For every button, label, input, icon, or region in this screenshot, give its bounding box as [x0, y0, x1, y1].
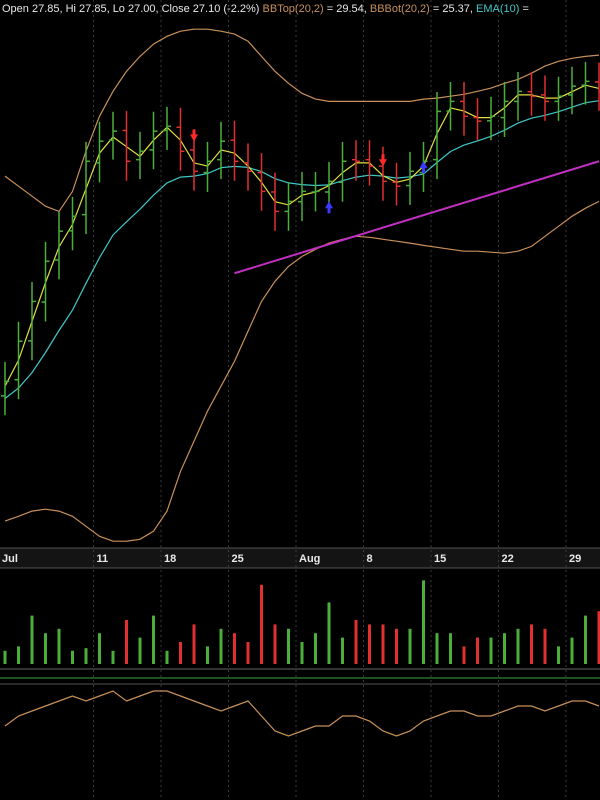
volume-bar: [314, 633, 317, 664]
signal-arrow: [190, 129, 198, 142]
legend-entry: BBTop(20,2): [263, 3, 324, 15]
volume-bar: [44, 633, 47, 664]
volume-bar: [530, 624, 533, 664]
indicator-line: [4, 200, 600, 542]
volume-bar: [300, 642, 304, 664]
volume-bar: [503, 633, 506, 664]
legend-entry: = 25.37,: [433, 3, 473, 15]
x-tick-label: 22: [502, 553, 514, 565]
volume-bar: [17, 646, 20, 664]
volume-bar: [462, 646, 466, 664]
legend-entry: Open 27.85, Hi 27.85, Lo 27.00, Close 27…: [2, 3, 259, 15]
marks: [1, 28, 600, 737]
indicator-line: [4, 28, 600, 213]
volume-bar: [273, 624, 277, 664]
volume-bar: [584, 615, 587, 664]
volume-bar: [179, 642, 182, 664]
volume-bar: [489, 637, 493, 664]
volume-bar: [260, 584, 263, 664]
volume-bar: [449, 633, 452, 664]
volume-bar: [354, 620, 358, 664]
volume-bar: [71, 650, 74, 664]
signal-arrow: [379, 154, 387, 167]
volume-bar: [422, 580, 425, 664]
volume-bar: [395, 628, 398, 664]
volume-bar: [435, 633, 439, 664]
x-tick-label: 11: [97, 553, 109, 565]
volume-bar: [138, 637, 142, 664]
volume-bar: [597, 611, 600, 664]
volume-bar: [543, 628, 547, 664]
legend-entry: = 29.54,: [327, 3, 367, 15]
volume-bar: [219, 628, 223, 664]
header: Open 27.85, Hi 27.85, Lo 27.00, Close 27…: [2, 3, 529, 15]
volume-bar: [381, 624, 385, 664]
trendline: [234, 160, 600, 275]
volume-bar: [192, 624, 196, 664]
oscillator-line: [4, 690, 600, 737]
volume-bar: [98, 633, 101, 664]
legend-entry: EMA(10): [476, 3, 519, 15]
volume-bar: [246, 642, 250, 664]
volume-bar: [408, 628, 412, 664]
volume-bar: [287, 628, 290, 664]
legend-entry: BBBot(20,2): [370, 3, 430, 15]
volume-bar: [570, 637, 574, 664]
volume-bar: [111, 650, 115, 664]
x-tick-label: 29: [569, 553, 581, 565]
signal-arrow: [325, 201, 333, 214]
volume-bar: [368, 624, 371, 664]
x-tick-label: Jul: [2, 553, 18, 565]
legend-entry: =: [522, 3, 528, 15]
x-tick-label: 15: [434, 553, 446, 565]
volume-bar: [57, 628, 61, 664]
volume-bar: [206, 646, 209, 664]
volume-bar: [165, 650, 169, 664]
volume-bar: [84, 648, 88, 664]
volume-bar: [327, 602, 331, 664]
volume-bar: [516, 628, 520, 664]
x-tick-label: 25: [232, 553, 244, 565]
volume-bar: [3, 650, 7, 664]
x-tick-label: Aug: [299, 553, 320, 565]
volume-bar: [476, 637, 479, 664]
signal-arrow: [419, 161, 428, 174]
volume-bar: [125, 620, 128, 664]
volume-bar: [30, 615, 34, 664]
volume-bar: [557, 646, 560, 664]
volume-bar: [341, 637, 344, 664]
x-tick-label: 18: [164, 553, 176, 565]
x-axis-band: [0, 548, 600, 568]
volume-bar: [152, 615, 155, 664]
grid: [93, 0, 567, 800]
volume-bar: [233, 633, 236, 664]
x-tick-label: 8: [367, 553, 373, 565]
